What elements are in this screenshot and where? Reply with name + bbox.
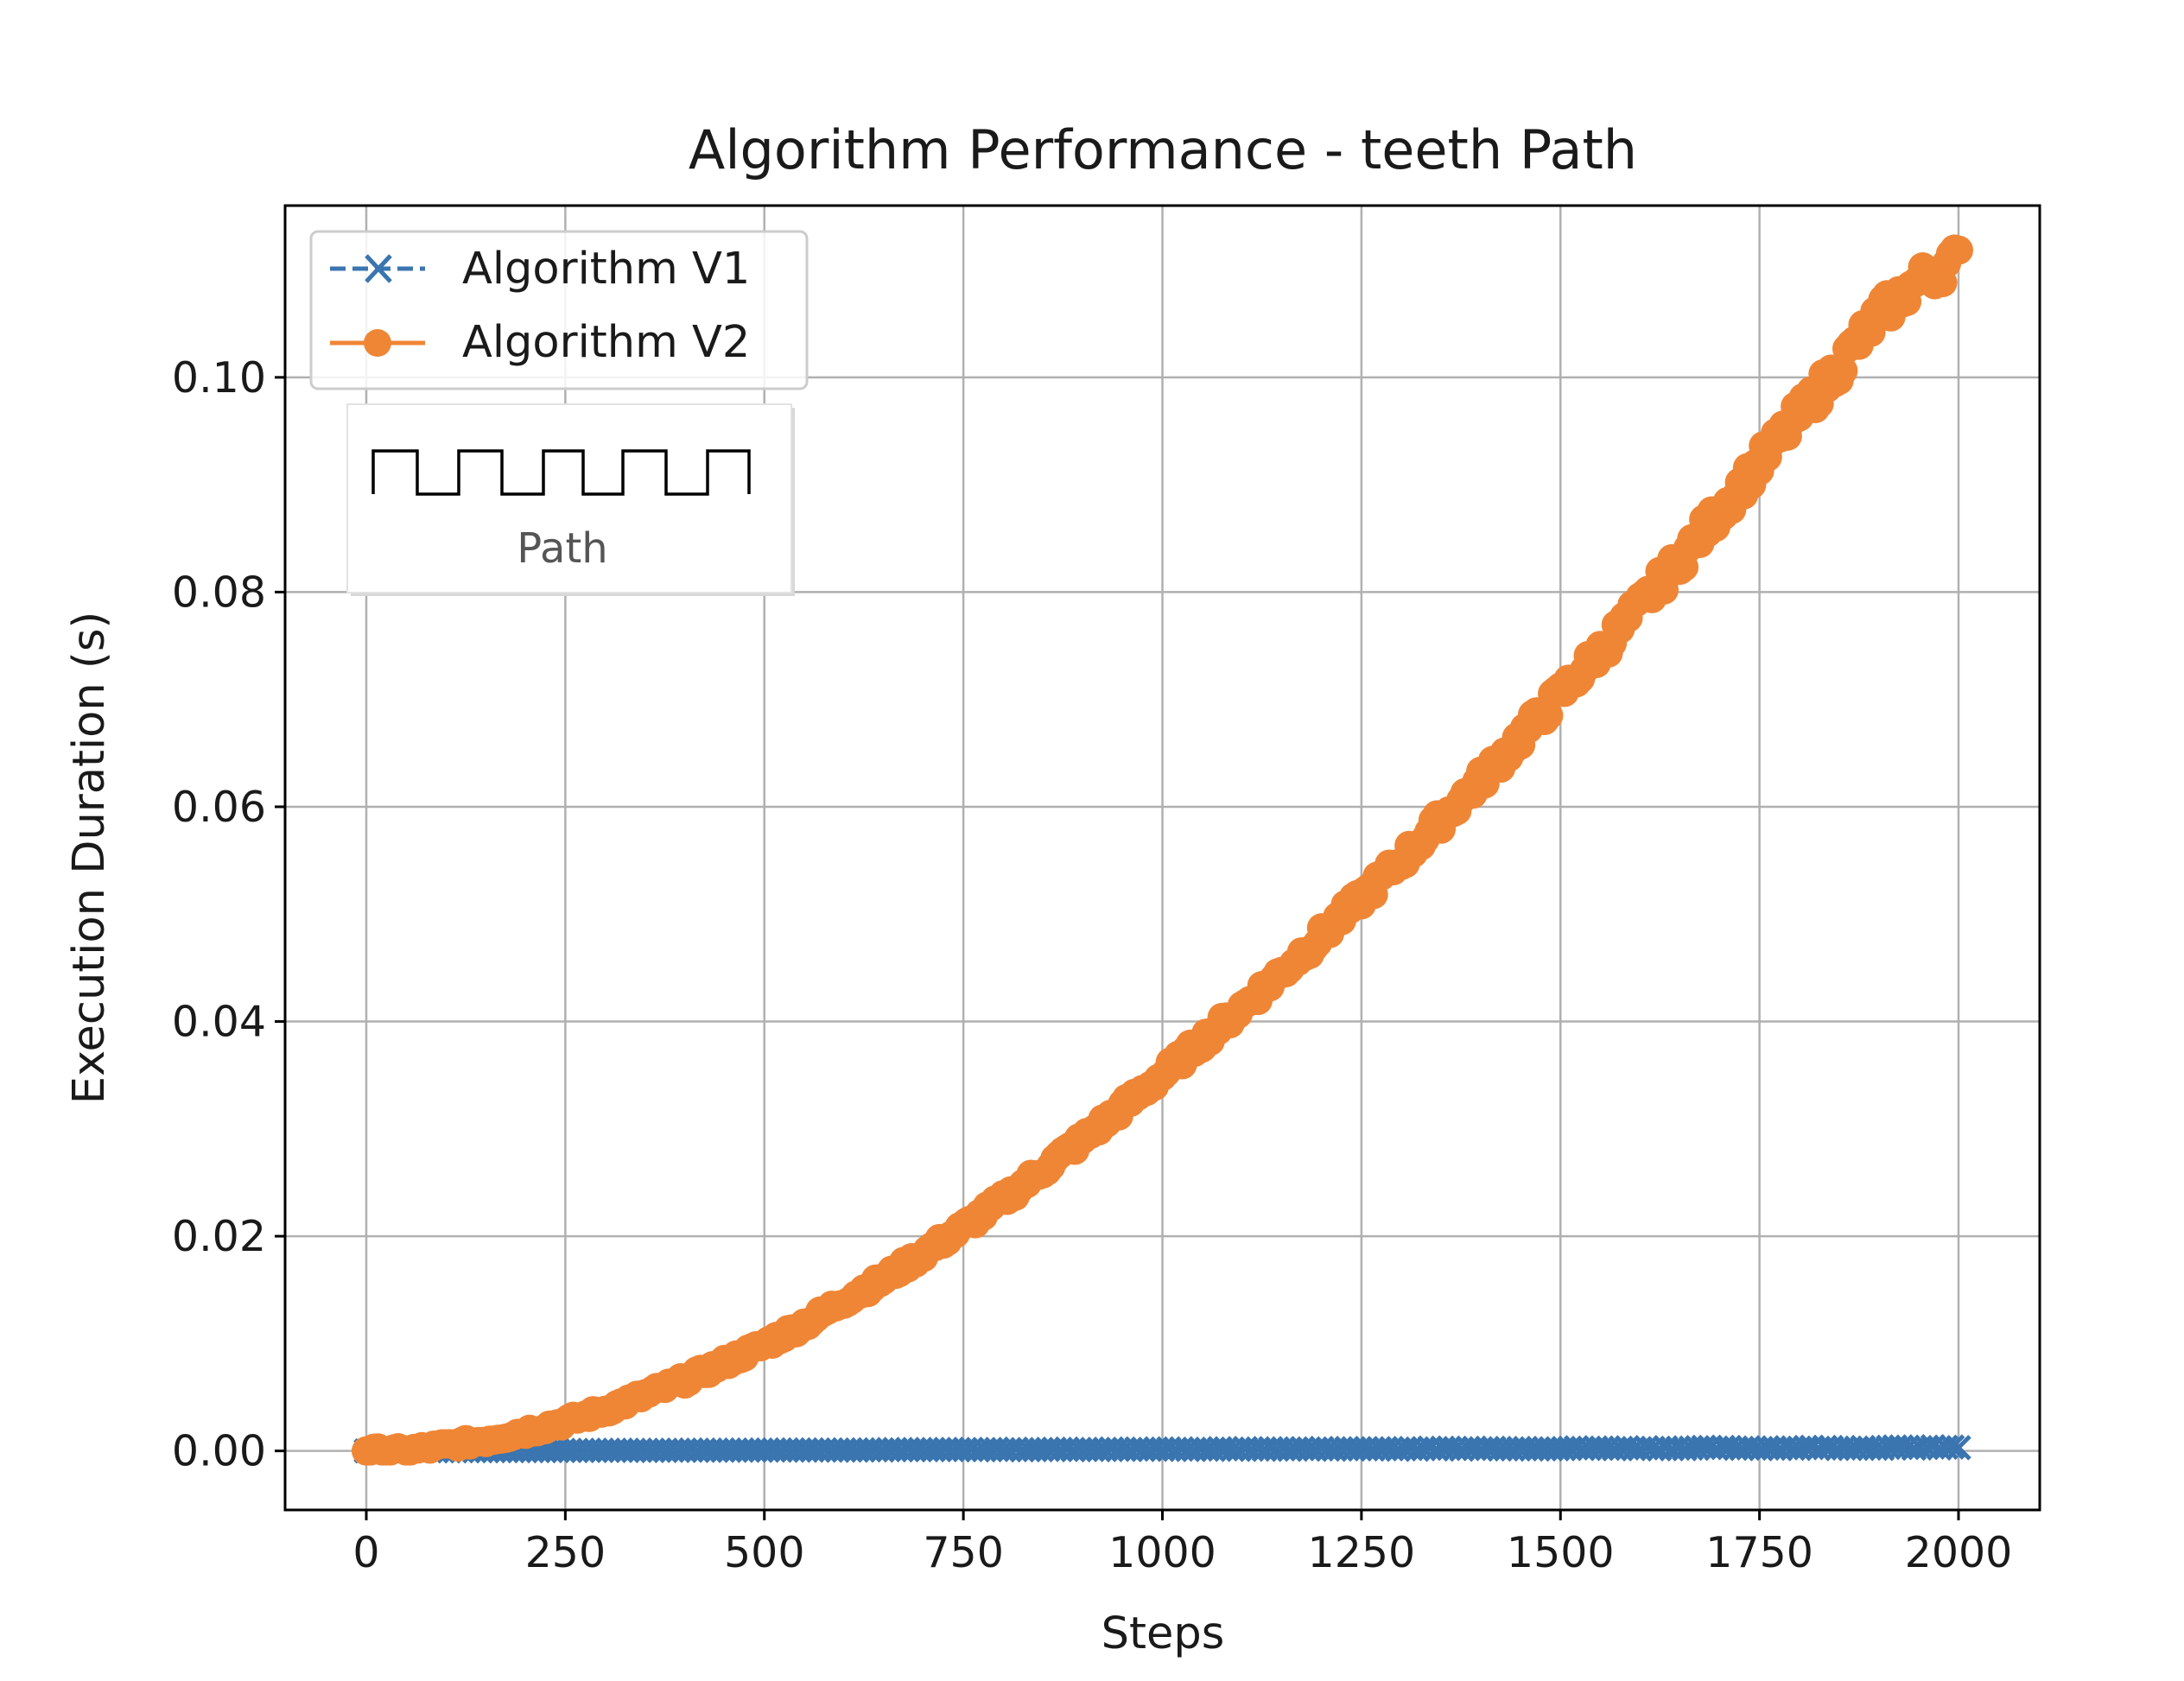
x-tick-label: 1500: [1507, 1528, 1615, 1577]
inset-box: [346, 403, 792, 593]
y-tick-label: 0.08: [172, 568, 266, 617]
teeth-path-icon: [371, 449, 751, 496]
legend-label-v1: Algorithm V1: [462, 244, 750, 295]
series-v1-marker: [1939, 1434, 1965, 1460]
series-v1-marker: [1946, 1435, 1971, 1461]
y-tick-label: 0.06: [172, 783, 266, 832]
x-tick-label: 500: [724, 1528, 805, 1577]
x-tick-label: 1000: [1108, 1528, 1216, 1577]
y-tick-label: 0.02: [172, 1212, 266, 1261]
y-tick-label: 0.00: [172, 1427, 266, 1476]
series-v2-marker: [1533, 701, 1564, 731]
legend-box: [309, 230, 809, 390]
series-layer: [351, 234, 1974, 1466]
x-tick-label: 1250: [1308, 1528, 1416, 1577]
series-v1: [353, 1434, 1971, 1464]
axis-ticks: 0 250 500 750 1000 1250 1500 1750 2000 0.00 0.02 0.…: [172, 353, 2012, 1577]
legend-entry-v2: Algorithm V2: [330, 317, 750, 368]
x-tick-label: 2000: [1905, 1528, 2013, 1577]
legend-v1-x-marker: [365, 254, 392, 283]
grid-lines: [285, 206, 2040, 1510]
legend-v2-circle-marker: [364, 329, 391, 357]
x-axis-label: Steps: [1102, 1608, 1225, 1659]
y-tick-label: 0.04: [172, 998, 266, 1047]
x-tick-label: 1750: [1705, 1528, 1813, 1577]
y-tick-label: 0.10: [172, 353, 266, 403]
series-v2: [351, 234, 1974, 1466]
series-v2-marker: [1828, 356, 1858, 386]
path-inset: Path: [346, 403, 795, 596]
chart-title: Algorithm Performance - teeth Path: [689, 118, 1637, 181]
inset-path-label: Path: [517, 524, 607, 573]
x-tick-label: 750: [923, 1528, 1004, 1577]
legend-entry-v1: Algorithm V1: [330, 244, 750, 295]
x-tick-label: 250: [525, 1528, 606, 1577]
series-v2-marker: [1944, 235, 1974, 265]
x-tick-label: 0: [352, 1528, 379, 1577]
legend: Algorithm V1 Algorithm V2: [309, 230, 809, 390]
y-axis-label: Execution Duration (s): [64, 612, 115, 1105]
legend-label-v2: Algorithm V2: [462, 317, 750, 368]
